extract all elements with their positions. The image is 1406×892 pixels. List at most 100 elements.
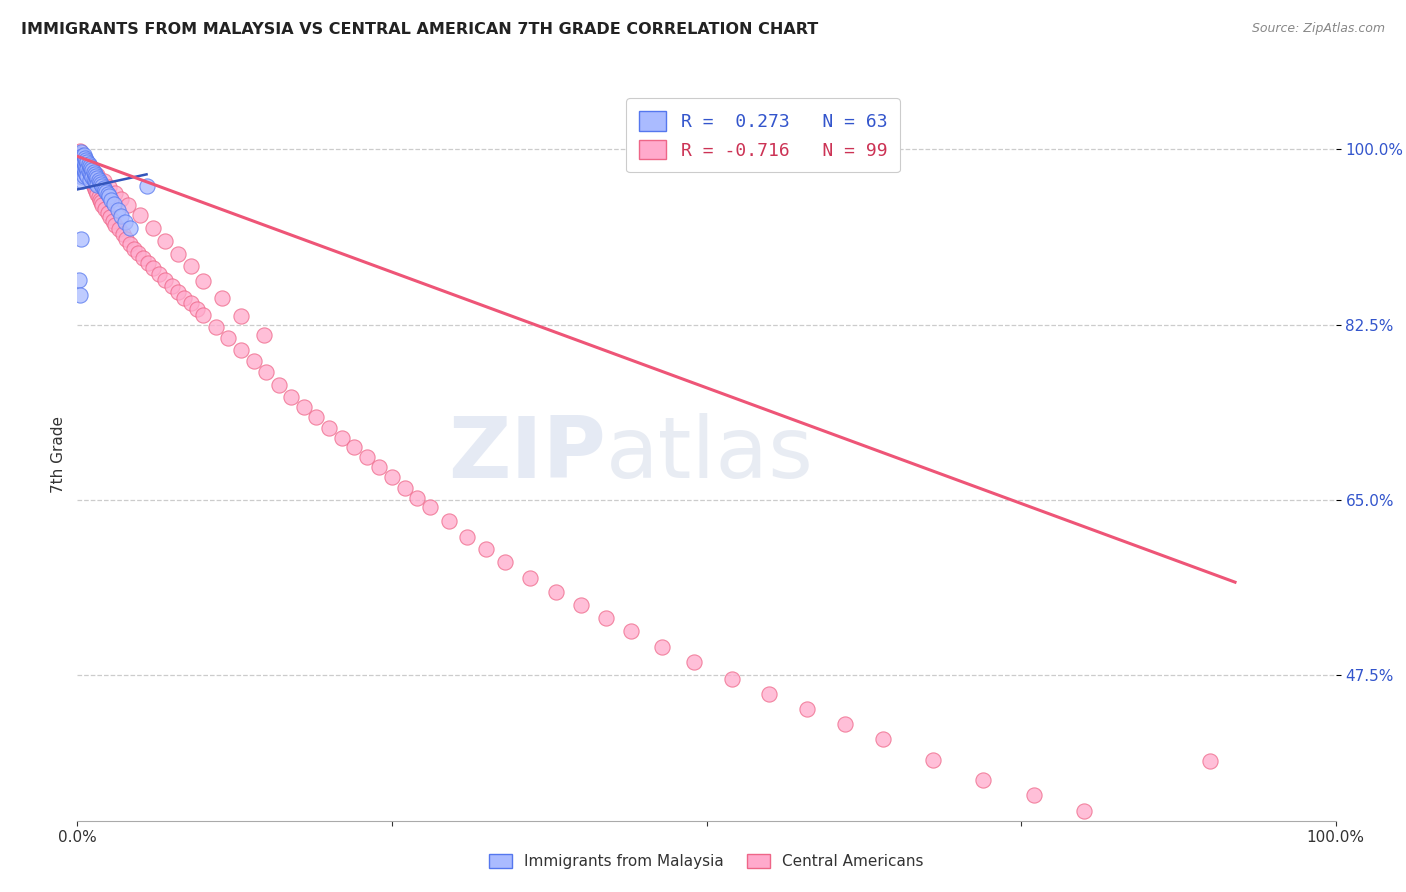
Point [972, 772, 994, 787]
Point [84, 177, 107, 191]
Point [569, 598, 592, 612]
Point [79, 166, 101, 180]
Point [86, 187, 108, 202]
Point [872, 732, 894, 747]
Point [67, 272, 90, 286]
Point [72, 174, 94, 188]
Point [186, 301, 208, 316]
Point [79, 173, 101, 187]
Point [87, 190, 110, 204]
Point [117, 198, 139, 212]
Point [419, 500, 441, 514]
Text: Source: ZipAtlas.com: Source: ZipAtlas.com [1251, 22, 1385, 36]
Point [922, 752, 945, 766]
Point [73, 165, 96, 179]
Point [475, 542, 498, 557]
Text: atlas: atlas [606, 413, 814, 497]
Point [101, 214, 124, 228]
Point [100, 194, 122, 208]
Point [69, 157, 91, 171]
Point [84, 169, 107, 184]
Point [252, 327, 274, 342]
Point [107, 203, 129, 218]
Point [72, 148, 94, 162]
Point [87, 173, 110, 187]
Point [83, 172, 105, 186]
Point [73, 158, 96, 172]
Point [96, 187, 118, 202]
Point [330, 431, 353, 445]
Point [75, 153, 97, 168]
Point [191, 274, 215, 288]
Point [394, 481, 416, 495]
Point [72, 169, 94, 184]
Point [70, 167, 93, 181]
Point [82, 163, 104, 178]
Point [73, 152, 96, 166]
Y-axis label: 7th Grade: 7th Grade [51, 417, 66, 493]
Point [111, 227, 134, 242]
Point [94, 183, 117, 197]
Point [86, 171, 108, 186]
Point [254, 365, 277, 379]
Point [758, 687, 780, 701]
Point [84, 182, 107, 196]
Point [94, 202, 117, 217]
Point [148, 267, 170, 281]
Point [108, 222, 131, 236]
Point [70, 159, 93, 173]
Point [122, 242, 145, 256]
Point [173, 291, 195, 305]
Point [115, 232, 138, 246]
Point [683, 656, 706, 670]
Point [80, 169, 103, 183]
Point [83, 179, 105, 194]
Point [305, 409, 328, 424]
Point [93, 181, 115, 195]
Point [381, 470, 404, 484]
Point [77, 164, 100, 178]
Point [82, 170, 104, 185]
Point [86, 178, 108, 193]
Point [96, 206, 118, 220]
Point [229, 343, 252, 357]
Point [72, 154, 94, 169]
Point [75, 161, 97, 175]
Point [84, 174, 107, 188]
Point [76, 163, 98, 178]
Point [76, 169, 98, 184]
Point [191, 308, 215, 322]
Point [229, 309, 252, 323]
Point [69, 150, 91, 164]
Point [93, 174, 115, 188]
Point [91, 179, 114, 194]
Point [110, 193, 132, 207]
Point [437, 514, 460, 528]
Point [69, 287, 91, 301]
Point [70, 148, 93, 162]
Point [796, 702, 818, 716]
Point [620, 624, 643, 639]
Point [97, 189, 120, 203]
Point [110, 210, 132, 224]
Point [77, 167, 100, 181]
Point [97, 180, 120, 194]
Point [79, 170, 101, 185]
Point [72, 163, 94, 178]
Point [127, 245, 149, 260]
Point [104, 186, 127, 201]
Point [136, 255, 159, 269]
Point [114, 215, 136, 229]
Point [90, 178, 112, 192]
Point [80, 173, 103, 187]
Point [72, 162, 94, 177]
Point [242, 353, 264, 368]
Point [651, 640, 673, 655]
Point [292, 400, 315, 414]
Point [73, 157, 96, 171]
Point [70, 232, 93, 246]
Point [120, 236, 142, 251]
Point [129, 209, 152, 223]
Point [720, 673, 742, 687]
Point [72, 156, 94, 170]
